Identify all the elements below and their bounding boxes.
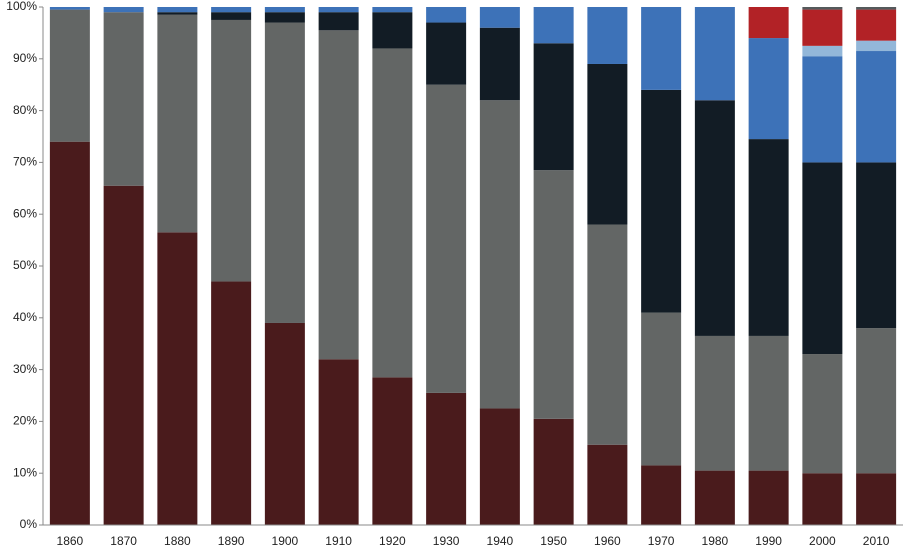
bar-segment bbox=[641, 89, 682, 313]
y-tick-label: 30% bbox=[13, 362, 37, 376]
bar-segment bbox=[103, 12, 144, 186]
bar-segment bbox=[211, 281, 252, 525]
bar-segment bbox=[641, 465, 682, 525]
bar-segment bbox=[587, 444, 628, 525]
y-tick-label: 90% bbox=[13, 51, 37, 65]
bar-segment bbox=[157, 7, 198, 13]
bar-segment bbox=[49, 141, 90, 525]
bar-segment bbox=[641, 7, 682, 90]
x-tick-label: 1940 bbox=[487, 534, 514, 548]
bar-segment bbox=[157, 14, 198, 233]
bar-segment bbox=[587, 224, 628, 445]
bar-segment bbox=[479, 408, 520, 525]
bar-segment bbox=[479, 27, 520, 101]
bar-segment bbox=[157, 12, 198, 15]
bar-segment bbox=[802, 473, 843, 525]
bar-segment bbox=[694, 470, 735, 525]
bar-segment bbox=[264, 322, 305, 525]
bar-segment bbox=[802, 45, 843, 57]
x-tick-label: 1980 bbox=[702, 534, 729, 548]
bar-segment bbox=[372, 48, 413, 378]
bar-segment bbox=[211, 19, 252, 282]
bar-segment bbox=[49, 7, 90, 10]
bar-segment bbox=[533, 418, 574, 525]
y-tick-label: 0% bbox=[20, 517, 38, 531]
bar-segment bbox=[49, 9, 90, 142]
bar-segment bbox=[318, 359, 359, 525]
x-tick-label: 1900 bbox=[272, 534, 299, 548]
bar-segment bbox=[694, 7, 735, 101]
bar-segment bbox=[426, 7, 467, 23]
x-tick-label: 1890 bbox=[218, 534, 245, 548]
bar-segment bbox=[318, 12, 359, 31]
y-tick-label: 100% bbox=[6, 0, 37, 13]
bar-segment bbox=[856, 7, 897, 10]
bar-segment bbox=[264, 12, 305, 23]
bar-segment bbox=[856, 473, 897, 525]
bar-segment bbox=[856, 328, 897, 474]
y-tick-label: 40% bbox=[13, 310, 37, 324]
y-tick-label: 70% bbox=[13, 155, 37, 169]
x-tick-label: 1990 bbox=[755, 534, 782, 548]
x-tick-label: 1930 bbox=[433, 534, 460, 548]
bar-segment bbox=[587, 7, 628, 64]
y-tick-label: 60% bbox=[13, 206, 37, 220]
bar-segment bbox=[211, 7, 252, 13]
bar-segment bbox=[748, 335, 789, 471]
bar-segment bbox=[694, 100, 735, 336]
bar-segment bbox=[264, 7, 305, 13]
bar-segment bbox=[103, 185, 144, 525]
bar-segment bbox=[211, 12, 252, 20]
bar-segment bbox=[856, 9, 897, 41]
x-tick-label: 1870 bbox=[110, 534, 137, 548]
x-tick-label: 1860 bbox=[57, 534, 84, 548]
x-tick-label: 2010 bbox=[863, 534, 890, 548]
bar-segment bbox=[372, 377, 413, 525]
x-tick-label: 1910 bbox=[325, 534, 352, 548]
x-tick-label: 1920 bbox=[379, 534, 406, 548]
bar-segment bbox=[748, 7, 789, 39]
bar-segment bbox=[533, 170, 574, 419]
bar-segment bbox=[802, 162, 843, 355]
x-tick-label: 1950 bbox=[540, 534, 567, 548]
bar-segment bbox=[103, 7, 144, 13]
x-tick-label: 1960 bbox=[594, 534, 621, 548]
x-tick-label: 1880 bbox=[164, 534, 191, 548]
bar-segment bbox=[157, 232, 198, 525]
bar-segment bbox=[748, 38, 789, 140]
bar-segment bbox=[748, 470, 789, 525]
bar-segment bbox=[426, 392, 467, 525]
y-tick-label: 50% bbox=[13, 258, 37, 272]
bar-segment bbox=[802, 354, 843, 474]
y-tick-label: 10% bbox=[13, 465, 37, 479]
bar-segment bbox=[479, 7, 520, 28]
bar-segment bbox=[426, 22, 467, 85]
y-tick-label: 20% bbox=[13, 414, 37, 428]
bar-segment bbox=[856, 51, 897, 163]
x-tick-label: 2000 bbox=[809, 534, 836, 548]
bar-segment bbox=[856, 40, 897, 52]
bar-segment bbox=[802, 9, 843, 46]
bar-segment bbox=[533, 7, 574, 44]
bar-segment bbox=[372, 12, 413, 49]
bar-segment bbox=[318, 30, 359, 360]
bar-segment bbox=[802, 7, 843, 10]
bar-segment bbox=[533, 43, 574, 171]
bar-segment bbox=[479, 100, 520, 409]
x-tick-label: 1970 bbox=[648, 534, 675, 548]
bar-segment bbox=[748, 139, 789, 336]
bar-segment bbox=[318, 7, 359, 13]
bar-segment bbox=[587, 63, 628, 225]
bar-segment bbox=[426, 84, 467, 393]
bar-segment bbox=[264, 22, 305, 323]
bar-segment bbox=[641, 312, 682, 466]
bar-segment bbox=[372, 7, 413, 13]
y-tick-label: 80% bbox=[13, 103, 37, 117]
bar-segment bbox=[694, 335, 735, 471]
bar-segment bbox=[802, 56, 843, 163]
bar-segment bbox=[856, 162, 897, 329]
